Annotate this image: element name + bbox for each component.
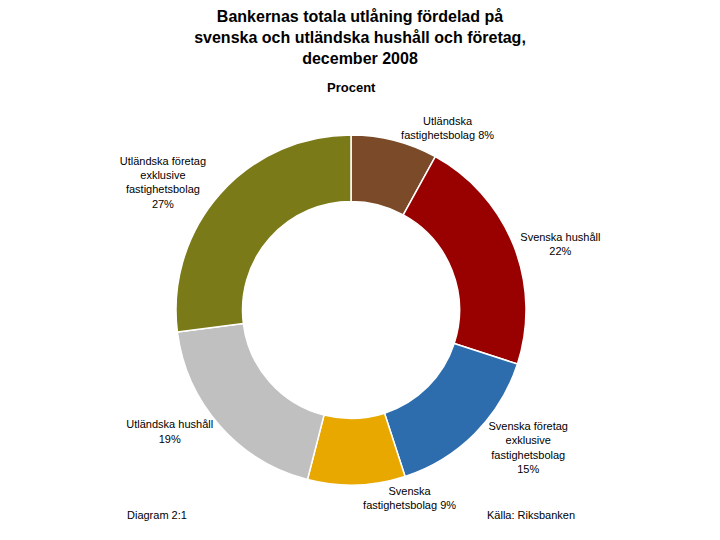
svg-text:Diagram 2:1: Diagram 2:1: [127, 509, 187, 521]
svg-text:Procent: Procent: [327, 80, 376, 95]
svg-text:Svenskafastighetsbolag 9%: Svenskafastighetsbolag 9%: [363, 485, 456, 511]
svg-text:Svenska företagexklusivefastig: Svenska företagexklusivefastighetsbolag1…: [488, 420, 568, 475]
svg-text:Bankernas totala utlåning förd: Bankernas totala utlåning fördelad påsve…: [194, 8, 526, 67]
svg-text:Svenska hushåll22%: Svenska hushåll22%: [520, 231, 600, 257]
svg-text:Utländskafastighetsbolag 8%: Utländskafastighetsbolag 8%: [401, 115, 494, 141]
svg-text:Utländska hushåll19%: Utländska hushåll19%: [126, 418, 213, 444]
svg-text:Utländska företagexklusivefast: Utländska företagexklusivefastighetsbola…: [120, 155, 206, 210]
svg-text:Källa: Riksbanken: Källa: Riksbanken: [487, 509, 575, 521]
